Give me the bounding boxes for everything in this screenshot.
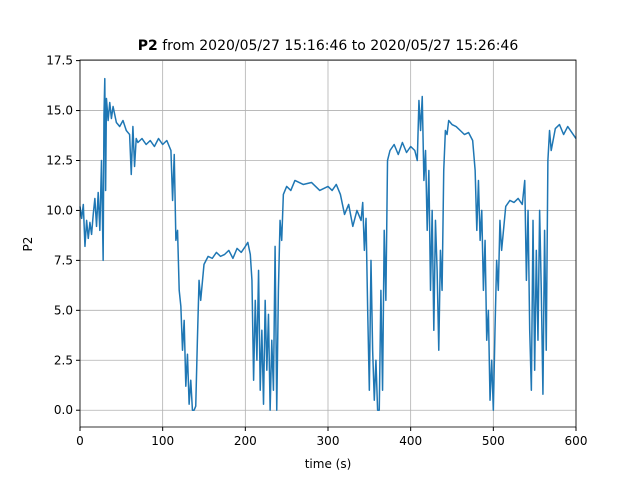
y-tick-label: 12.5 xyxy=(46,153,73,167)
y-tick-label: 0.0 xyxy=(54,403,73,417)
x-axis-label: time (s) xyxy=(305,457,352,471)
y-tick-label: 2.5 xyxy=(54,353,73,367)
y-tick-label: 7.5 xyxy=(54,253,73,267)
plot-frame xyxy=(79,59,577,428)
x-tick-label: 600 xyxy=(565,434,588,448)
x-tick-label: 0 xyxy=(76,434,84,448)
data-line xyxy=(79,77,577,411)
chart-title: P2 from 2020/05/27 15:16:46 to 2020/05/2… xyxy=(138,38,519,54)
title-text: from 2020/05/27 15:16:46 to 2020/05/27 1… xyxy=(162,38,518,54)
x-tick-label: 200 xyxy=(234,434,257,448)
y-tick-label: 17.5 xyxy=(46,54,73,68)
y-tick-label: 10.0 xyxy=(46,203,73,217)
x-tick-label: 400 xyxy=(399,434,422,448)
y-tick-label: 15.0 xyxy=(46,104,73,118)
x-tick-label: 300 xyxy=(317,434,340,448)
y-tick-label: 5.0 xyxy=(54,303,73,317)
x-tick-label: 100 xyxy=(151,434,174,448)
title-bold: P2 xyxy=(138,38,158,54)
x-tick-label: 500 xyxy=(482,434,505,448)
y-axis-label: P2 xyxy=(21,237,35,252)
